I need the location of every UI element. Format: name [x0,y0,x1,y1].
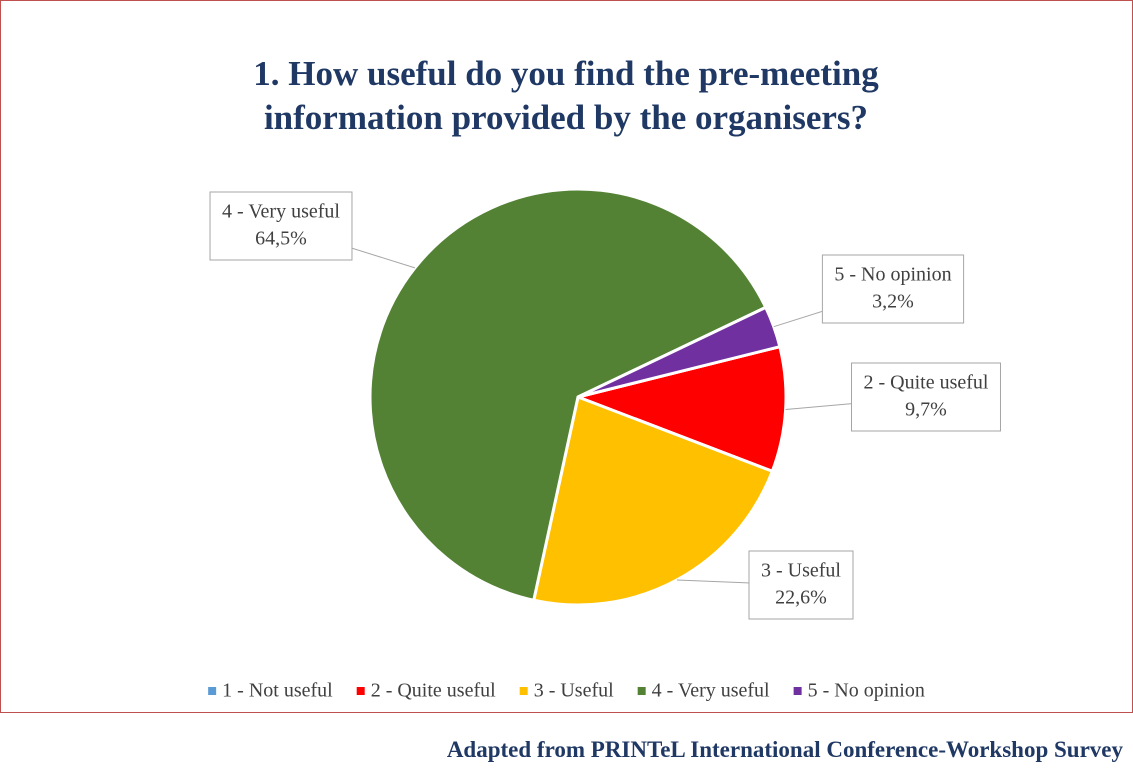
chart-title: 1. How useful do you find the pre-meetin… [253,54,879,137]
legend: 1 - Not useful 2 - Quite useful 3 - Useful… [208,680,925,702]
data-label-value: 64,5% [255,228,307,250]
label-box [851,362,1001,432]
legend-label: 1 - Not useful [222,680,333,702]
data-label-value: 3,2% [872,291,914,313]
data-label-category: 5 - No opinion [834,264,951,286]
legend-swatch [356,687,365,695]
legend-label: 3 - Useful [534,680,614,702]
pie-slice [368,187,768,602]
data-labels: 2 - Quite useful 9,7% 3 - Useful 22,6% 4 - V… [209,191,1001,620]
legend-label: 4 - Very useful [652,680,770,702]
legend-swatch [793,687,802,695]
legend-label: 2 - Quite useful [371,680,496,702]
data-label-category: 3 - Useful [761,560,841,582]
data-label-category: 2 - Quite useful [864,372,989,394]
pie-slice [576,345,788,473]
data-label-value: 9,7% [905,399,947,421]
legend-label: 5 - No opinion [808,680,925,702]
pie [368,187,788,607]
data-label-value: 22,6% [775,587,827,609]
label-box [821,254,965,324]
label-box [748,550,854,620]
source-note: Adapted from PRINTeL International Confe… [446,737,1123,762]
label-box [209,191,353,261]
legend-swatch [208,687,217,695]
data-label-category: 4 - Very useful [222,201,340,223]
pie-slice [532,395,774,607]
legend-swatch [519,687,528,695]
legend-swatch [637,687,646,695]
